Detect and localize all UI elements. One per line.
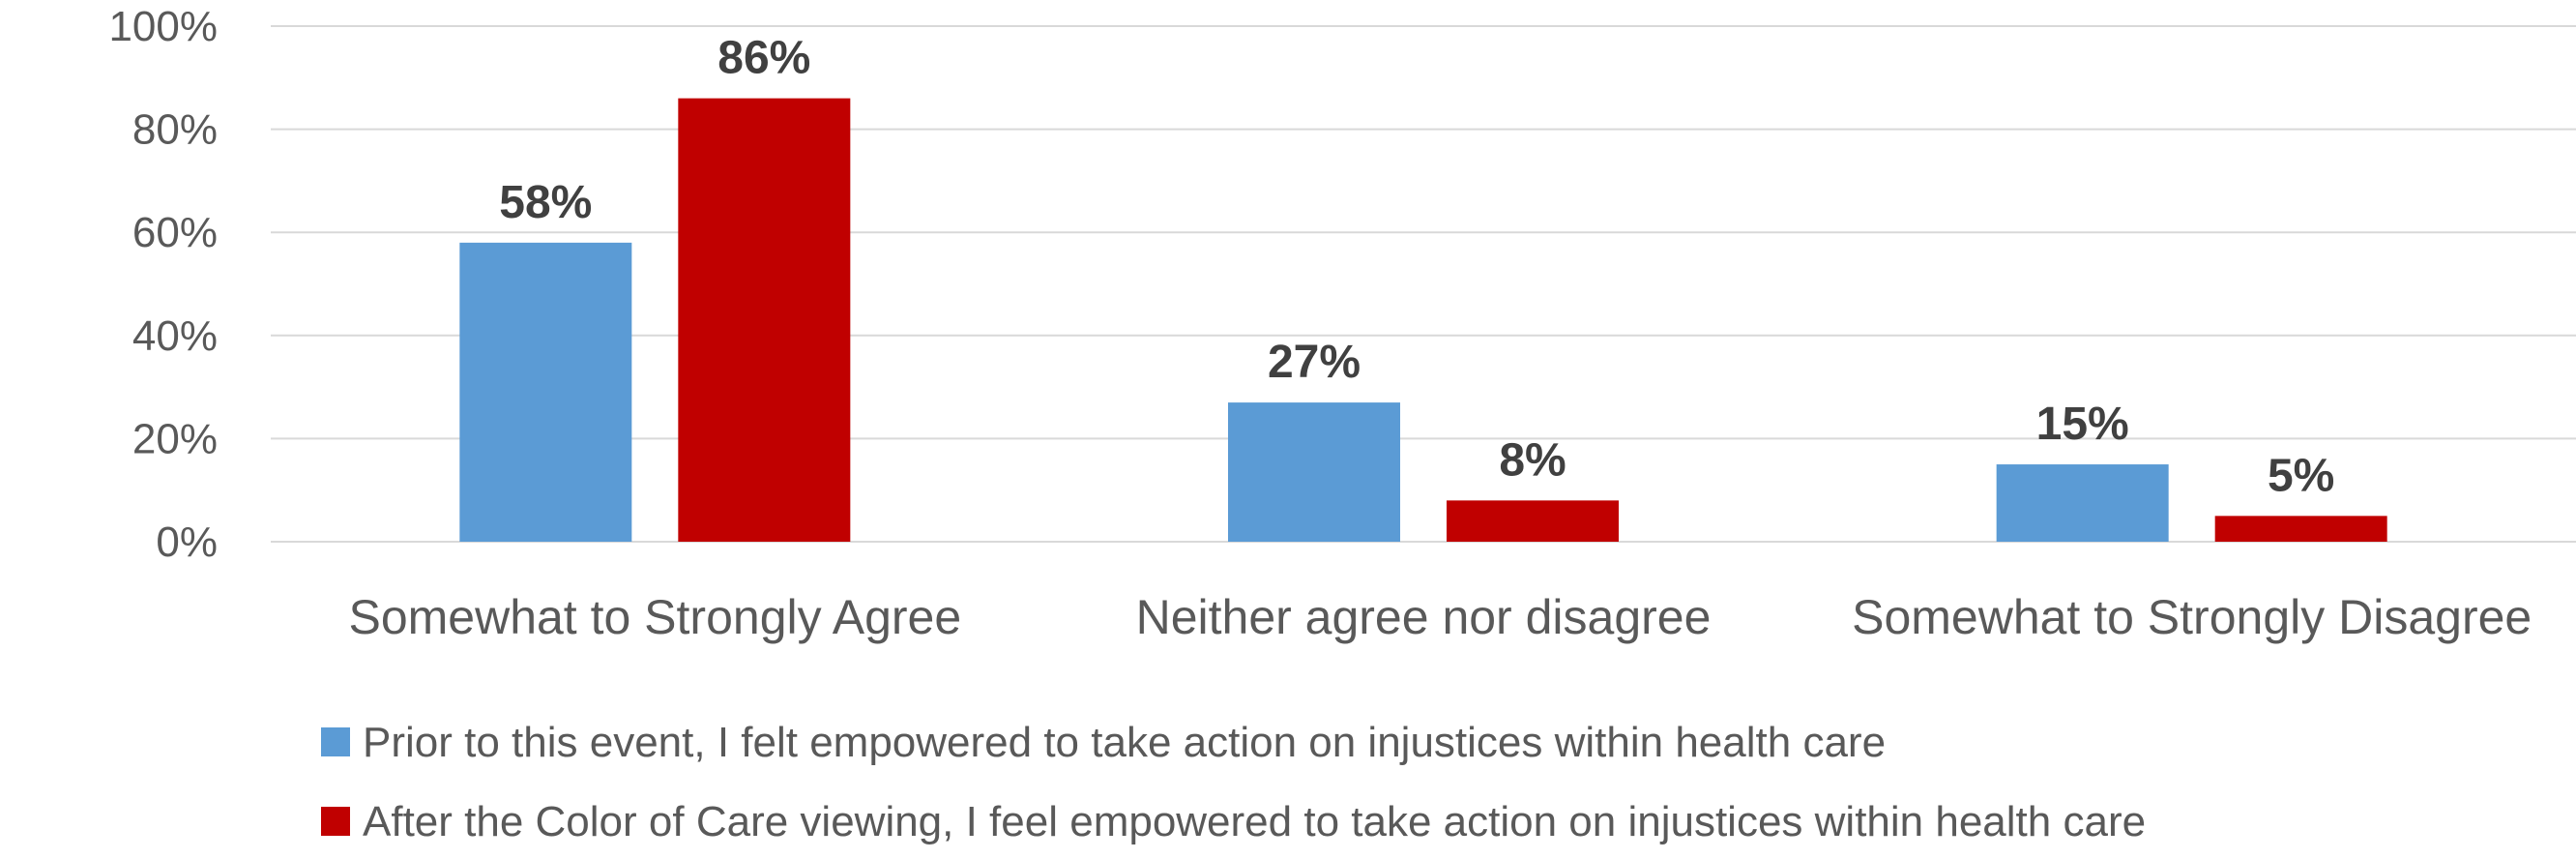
data-label: 8% (1499, 434, 1566, 486)
category-label: Somewhat to Strongly Agree (348, 590, 961, 644)
x-axis-categories: Somewhat to Strongly Agree Neither agree … (348, 590, 2532, 644)
category-label: Somewhat to Strongly Disagree (1852, 590, 2532, 644)
y-tick-label: 0% (156, 518, 218, 566)
legend-swatch (321, 727, 350, 756)
bar-series-1 (1228, 402, 1400, 542)
legend-entry: Prior to this event, I felt empowered to… (363, 719, 1886, 766)
legend: Prior to this event, I felt empowered to… (321, 719, 2146, 845)
data-label: 5% (2268, 450, 2334, 501)
y-tick-label: 60% (132, 209, 218, 256)
y-axis-ticks: 0% 20% 40% 60% 80% 100% (108, 3, 218, 566)
gridlines (271, 25, 2576, 543)
y-tick-label: 20% (132, 415, 218, 462)
y-tick-label: 40% (132, 312, 218, 360)
legend-entry: After the Color of Care viewing, I feel … (363, 798, 2146, 845)
bar-series-1 (1996, 464, 2169, 542)
data-label: 86% (717, 33, 810, 84)
bar-series-2 (678, 98, 851, 543)
y-tick-label: 80% (132, 106, 218, 154)
category-label: Neither agree nor disagree (1136, 590, 1712, 644)
data-label: 58% (499, 177, 592, 228)
data-label: 27% (1268, 337, 1361, 388)
bars (459, 98, 2387, 543)
bar-series-1 (459, 242, 632, 543)
legend-swatch (321, 807, 350, 836)
bar-series-2 (2214, 516, 2387, 542)
bar-series-2 (1447, 500, 1619, 542)
data-labels: 58% 86% 27% 8% 15% 5% (499, 33, 2334, 502)
y-tick-label: 100% (108, 3, 218, 50)
data-label: 15% (2036, 399, 2129, 450)
